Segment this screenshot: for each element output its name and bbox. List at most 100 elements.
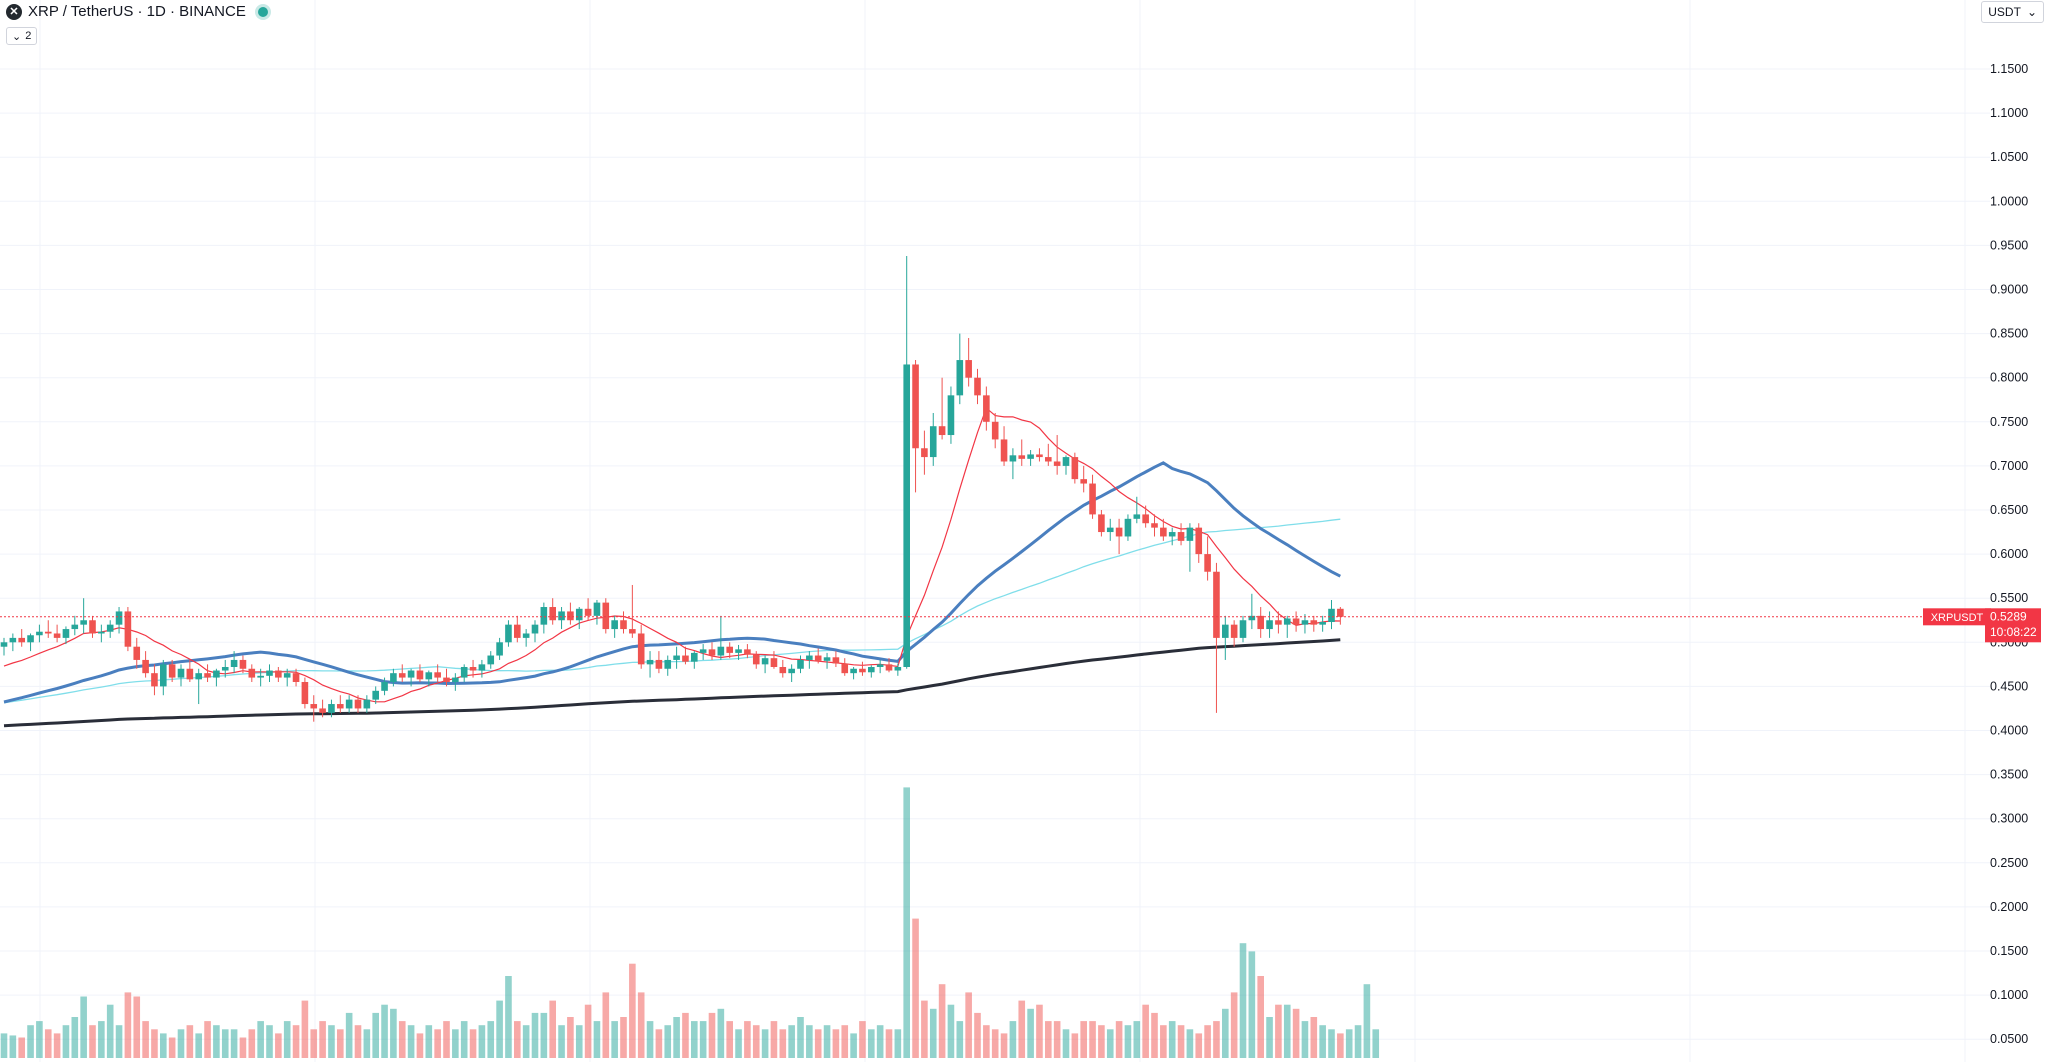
volume-bar [283,1021,291,1058]
volume-bar [806,1025,813,1058]
candle-body [1018,455,1026,459]
candle-body [469,666,477,671]
candle [1275,611,1282,634]
price-label: 0.5289 [1990,609,2027,623]
candle-body [974,377,981,396]
candle [1177,523,1185,546]
collapse-indicators-button[interactable]: ⌄ 2 [6,27,38,45]
candle-body [390,673,397,682]
candle [186,659,194,682]
volume-bar [1345,1029,1353,1058]
candle-body [0,642,8,647]
candle [1036,448,1043,462]
candle-body [664,659,672,669]
candle-body [1257,615,1264,630]
candle [682,646,689,665]
candle-body [983,395,990,422]
price-marker: XRPUSDT 0.5289 10:08:22 [1923,608,2041,643]
candle-body [814,655,822,661]
candle [1106,518,1114,541]
candle-body [850,668,857,674]
volume-bar [947,1004,955,1058]
candle [98,624,105,643]
candle [381,677,388,696]
candle-body [691,652,698,662]
volume-bar [708,1012,716,1058]
candle [903,255,910,669]
candle [1222,615,1229,660]
volume-bar [1257,976,1264,1058]
candle [859,661,866,676]
candle-body [62,629,70,638]
candle [1337,607,1344,625]
candle-body [1133,514,1141,519]
candle-body [1089,483,1096,515]
candle-body [328,704,335,713]
candle [505,620,512,647]
candle [301,677,309,709]
candle [9,633,17,652]
candle-body [637,633,645,665]
candle-body [1186,527,1194,541]
candle [868,665,875,678]
volume-bar [1168,1021,1176,1058]
volume-bar [275,1033,282,1058]
volume-bar [921,1000,928,1058]
volume-bar [505,976,512,1058]
volume-bar [1018,1000,1026,1058]
candle [1071,452,1079,484]
candle [1027,450,1034,466]
volume-bar [611,1021,618,1058]
volume-bar [752,1025,760,1058]
candle [452,673,459,691]
candle [1133,496,1141,524]
candle [1239,615,1247,643]
candle [1098,510,1105,537]
candle-body [18,637,25,643]
volume-bar [1222,1008,1229,1058]
candle-body [938,426,946,436]
candle-body [98,631,105,634]
candle-body [673,655,680,660]
candle [345,695,353,713]
candle-body [1204,554,1211,572]
moving-average-layer [3,407,1341,728]
candle [991,412,999,449]
candle-body [1160,527,1167,537]
candle [27,633,34,652]
volume-bar [620,1017,627,1058]
candle-body [912,364,919,449]
candle [974,368,981,405]
candle-body [1027,454,1034,459]
candle-body [655,659,663,669]
volume-bar [354,1025,362,1058]
candle-body [1151,523,1158,528]
candle [221,659,229,678]
candle-body [36,631,43,636]
volume-bar [372,1012,379,1058]
price-axis: 1.1500 1.1000 1.0500 1.0000 0.9500 0.9000 0.85… [1990,62,2028,1046]
volume-bar [1027,1008,1034,1058]
volume-bar [735,1029,742,1058]
volume-bar [522,1025,530,1058]
volume-bar [1213,1021,1220,1058]
volume-bar [797,1017,804,1058]
candle [850,666,857,680]
candle [115,607,123,634]
volume-bar [390,1008,397,1058]
volume-bar [823,1025,831,1058]
candle [1053,435,1061,475]
candle-body [1106,527,1114,533]
candle-body [779,666,787,674]
y-tick-label: 0.7000 [1990,459,2028,473]
volume-bar [850,1033,857,1058]
y-tick-label: 0.9500 [1990,238,2028,252]
countdown-label: 10:08:22 [1990,625,2037,639]
currency-select[interactable]: USDT ⌄ [1981,1,2044,23]
candle [717,615,725,660]
y-tick-label: 0.2500 [1990,856,2028,870]
y-tick-label: 0.4000 [1990,724,2028,738]
candle-body [823,657,831,661]
volume-bar [531,1012,539,1058]
